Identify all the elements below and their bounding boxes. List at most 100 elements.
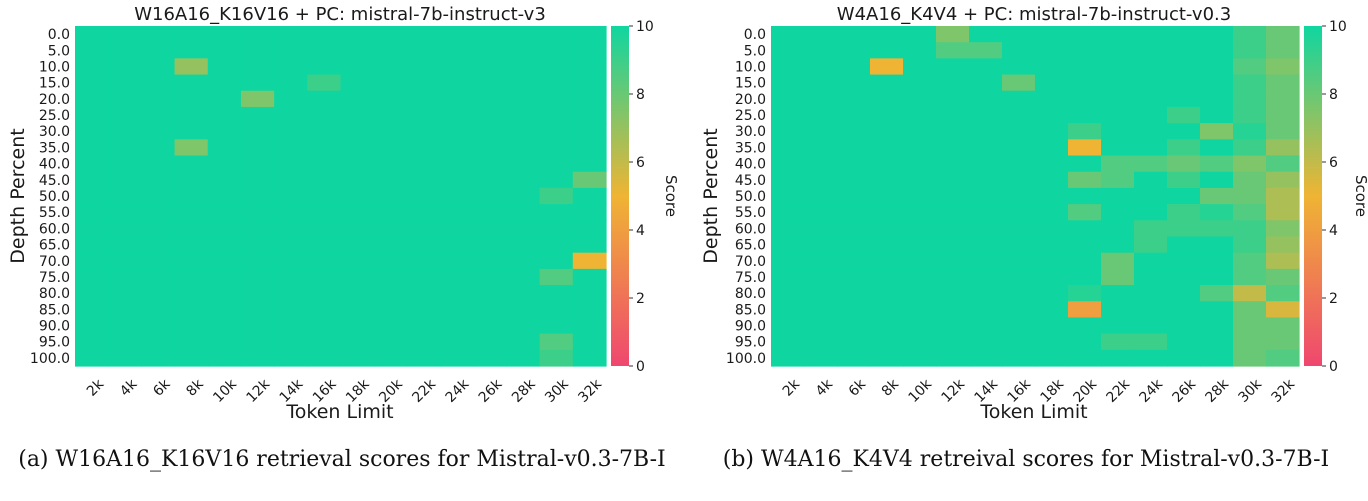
heatmap-cell	[108, 301, 142, 319]
y-tick-label: 55.0	[735, 205, 766, 221]
heatmap-cell	[440, 285, 474, 302]
heatmap-cell	[804, 236, 838, 254]
heatmap-cell	[1002, 187, 1036, 205]
heatmap-cell	[804, 171, 838, 189]
heatmap-cell	[340, 155, 375, 173]
heatmap-cell	[1002, 220, 1036, 238]
y-tick-label: 95.0	[735, 335, 766, 351]
heatmap-cell	[75, 123, 109, 140]
heatmap-cell	[903, 301, 937, 319]
heatmap-cell	[473, 252, 508, 270]
heatmap-cell	[1266, 236, 1300, 254]
heatmap-cell	[1200, 90, 1234, 108]
heatmap-cell	[1167, 301, 1201, 319]
chart-title: W4A16_K4V4 + PC: mistral-7b-instruct-v0.…	[837, 4, 1231, 25]
x-tick-label: 32k	[575, 376, 605, 406]
colorbar-tick-label: 8	[1329, 87, 1338, 103]
heatmap-cell	[440, 155, 474, 173]
y-axis-label: Depth Percent	[700, 128, 722, 263]
heatmap-cell	[141, 220, 176, 238]
heatmap-cell	[771, 349, 805, 367]
heatmap-cell	[473, 285, 508, 302]
heatmap-cell	[771, 268, 805, 286]
heatmap-cell	[1200, 74, 1234, 92]
heatmap-cell	[1002, 252, 1036, 270]
y-tick-labels: 0.05.010.015.020.025.030.035.040.045.050…	[30, 27, 70, 367]
heatmap-cell	[108, 155, 142, 173]
heatmap-cell	[141, 301, 176, 319]
heatmap-cell	[804, 301, 838, 319]
heatmap-cell	[75, 268, 109, 286]
heatmap-cell	[506, 317, 541, 335]
heatmap-cell	[141, 106, 176, 124]
heatmap-cell	[440, 26, 474, 43]
heatmap-cell	[837, 171, 871, 189]
heatmap-panel-a: W16A16_K16V16 + PC: mistral-7b-instruct-…	[7, 4, 680, 423]
heatmap-cell	[539, 285, 574, 302]
y-tick-label: 35.0	[735, 140, 766, 156]
heatmap-cell	[1134, 236, 1168, 254]
x-tick-label: 30k	[542, 376, 572, 406]
heatmap-cell	[936, 42, 970, 59]
heatmap-cell	[539, 333, 574, 351]
heatmap-cell	[174, 139, 209, 157]
heatmap-cell	[207, 42, 242, 59]
heatmap-cell	[274, 139, 308, 157]
heatmap-cell	[207, 285, 242, 302]
heatmap-cell	[406, 317, 441, 335]
heatmap-cell	[75, 204, 109, 221]
y-tick-label: 45.0	[39, 173, 70, 189]
heatmap-cell	[340, 187, 375, 205]
heatmap-cell	[539, 220, 574, 238]
heatmap-cell	[174, 252, 209, 270]
heatmap-cell	[340, 349, 375, 367]
heatmap-cell	[307, 171, 342, 189]
heatmap-cell	[307, 155, 342, 173]
heatmap-cell	[1233, 187, 1267, 205]
heatmap-cell	[274, 90, 308, 108]
heatmap-cell	[1233, 333, 1267, 351]
heatmap-cell	[1167, 139, 1201, 157]
heatmap-cell	[1167, 268, 1201, 286]
heatmap-cell	[1134, 317, 1168, 335]
heatmap-cell	[1068, 204, 1102, 221]
heatmap-cell	[1035, 301, 1069, 319]
heatmap-cell	[75, 349, 109, 367]
heatmap-cell	[1068, 252, 1102, 270]
heatmap-cell	[406, 268, 441, 286]
heatmap-cell	[506, 333, 541, 351]
heatmap-cell	[307, 42, 342, 59]
heatmap-cell	[969, 236, 1003, 254]
heatmap-cell	[174, 285, 209, 302]
heatmap-cell	[539, 252, 574, 270]
heatmap-cell	[473, 268, 508, 286]
heatmap-cell	[771, 26, 805, 43]
heatmap-cell	[1134, 268, 1168, 286]
heatmap-cell	[1035, 236, 1069, 254]
heatmap-cell	[506, 26, 541, 43]
heatmap-cell	[307, 187, 342, 205]
heatmap-cell	[440, 171, 474, 189]
heatmap-cell	[903, 252, 937, 270]
heatmap-cell	[837, 236, 871, 254]
heatmap-cell	[506, 252, 541, 270]
heatmap-cell	[1002, 106, 1036, 124]
heatmap-cell	[406, 58, 441, 76]
heatmap-cell	[75, 74, 109, 92]
heatmap-cell	[340, 171, 375, 189]
heatmap-cell	[1266, 349, 1300, 367]
heatmap-cell	[1068, 236, 1102, 254]
heatmap-cell	[1101, 90, 1135, 108]
heatmap-cell	[307, 220, 342, 238]
heatmap-cell	[1101, 220, 1135, 238]
heatmap-cell	[1200, 58, 1234, 76]
heatmap-cell	[1134, 333, 1168, 351]
heatmap-cell	[440, 74, 474, 92]
heatmap-cell	[440, 268, 474, 286]
heatmap-cell	[969, 90, 1003, 108]
heatmap-cell	[207, 220, 242, 238]
heatmap-cell	[240, 106, 275, 124]
y-tick-label: 40.0	[735, 157, 766, 173]
heatmap-cell	[771, 252, 805, 270]
heatmap-cell	[240, 236, 275, 254]
